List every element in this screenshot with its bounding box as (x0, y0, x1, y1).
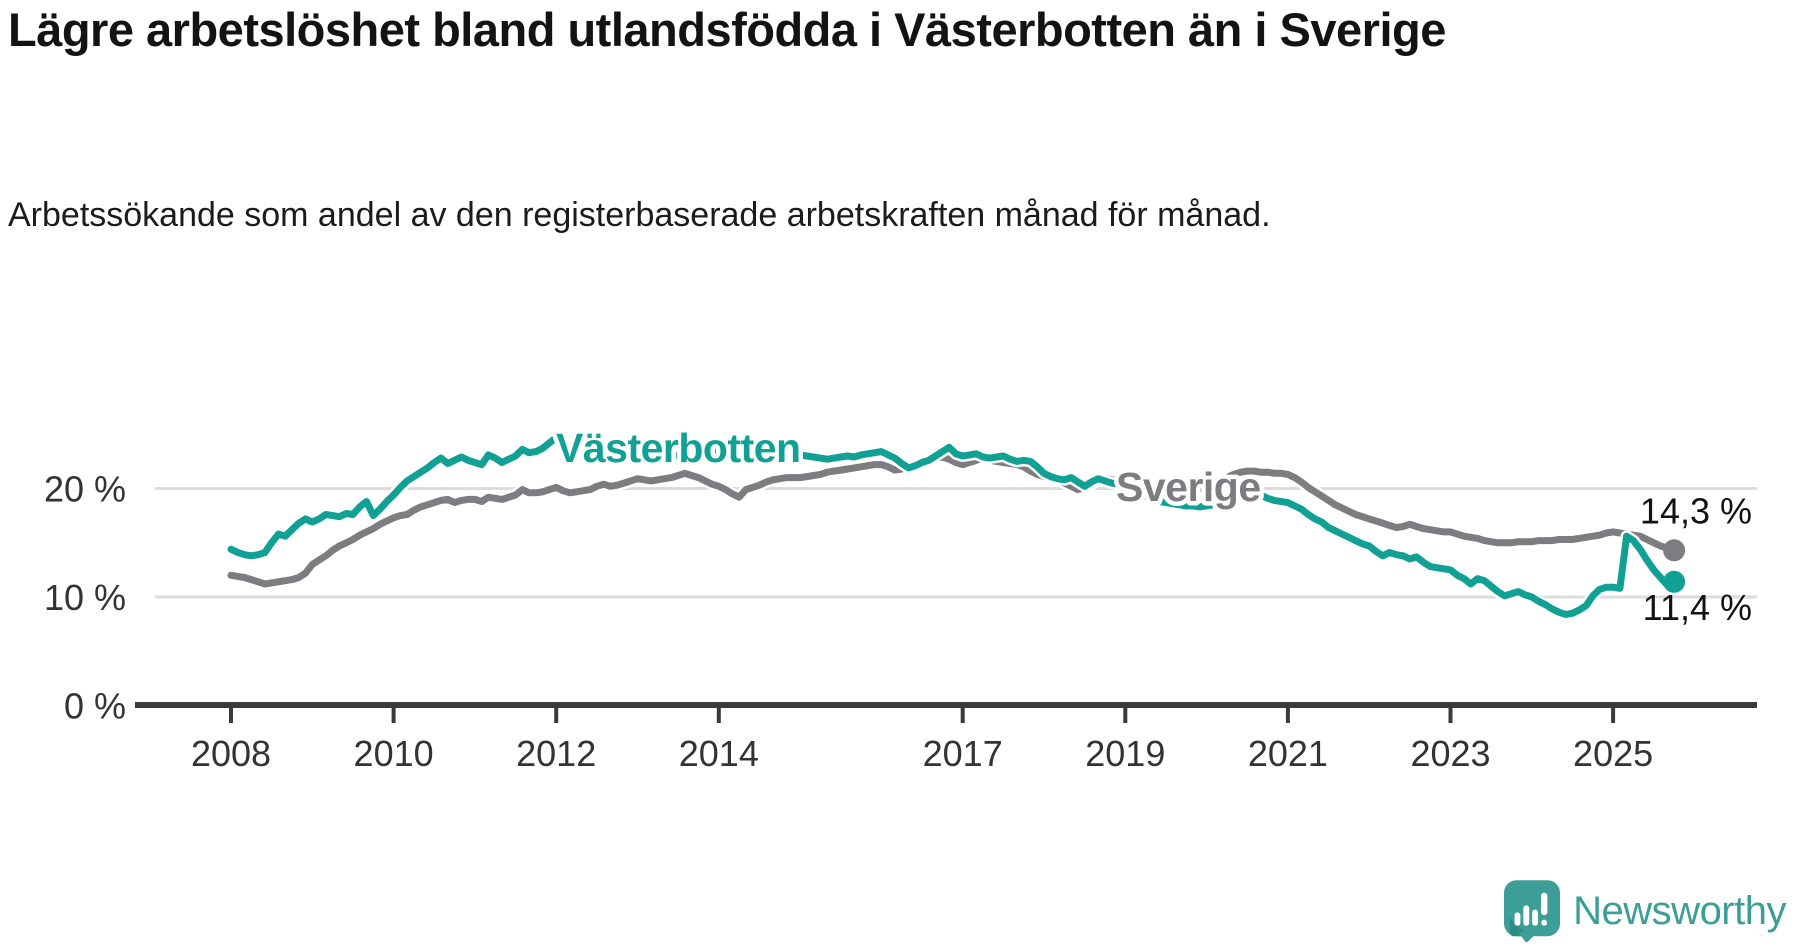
x-axis-tick-label: 2008 (191, 733, 271, 774)
brand-name: Newsworthy (1573, 888, 1786, 933)
series-line-halo-sverige (225, 451, 1681, 590)
x-axis-tick-label: 2021 (1248, 733, 1328, 774)
y-axis-tick-label: 0 % (64, 686, 126, 727)
x-axis-tick-label: 2019 (1085, 733, 1165, 774)
series-line-västerbotten (227, 434, 1678, 618)
end-dot-sverige (1663, 539, 1686, 562)
newsworthy-logo: Newsworthy (1504, 880, 1786, 942)
x-axis-tick-label: 2017 (923, 733, 1003, 774)
newsworthy-speech-bubble-chart-icon (1504, 880, 1561, 942)
end-value-label-sverige: 14,3 % (1640, 490, 1752, 531)
x-axis-tick-label: 2023 (1410, 733, 1490, 774)
y-axis-tick-label: 20 % (44, 469, 126, 510)
x-axis-tick-label: 2025 (1573, 733, 1653, 774)
x-axis-tick-label: 2010 (354, 733, 434, 774)
end-dot-västerbotten (1663, 570, 1686, 593)
series-line-sverige (227, 453, 1678, 588)
chart-subtitle: Arbetssökande som andel av den registerb… (8, 196, 1271, 234)
x-axis-tick-label: 2012 (516, 733, 596, 774)
end-value-label-västerbotten: 11,4 % (1643, 587, 1752, 628)
series-label-sverige: Sverige (1116, 464, 1261, 510)
y-axis-tick-label: 10 % (44, 577, 126, 618)
x-axis-tick-label: 2014 (679, 733, 759, 774)
chart-title: Lägre arbetslöshet bland utlandsfödda i … (8, 3, 1446, 56)
series-label-västerbotten: Västerbotten (556, 425, 801, 471)
